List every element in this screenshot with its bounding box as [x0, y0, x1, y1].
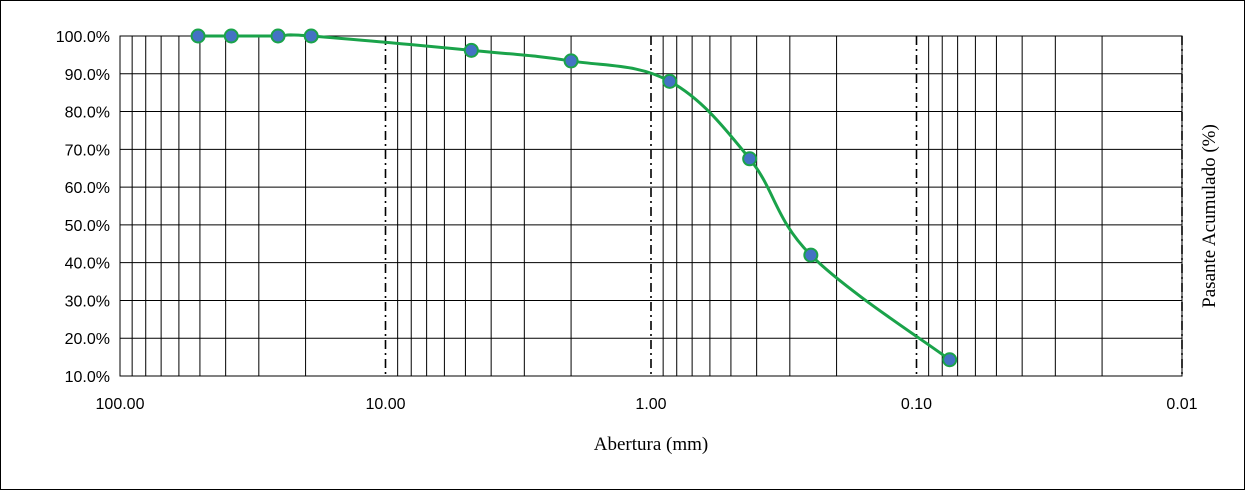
tick-labels: 10.0% 20.0% 30.0% 40.0% 50.0% 60.0% 70.0% 80.0%…: [56, 29, 1198, 413]
x-tick-label: 100.00: [96, 396, 145, 413]
data-point: [563, 53, 579, 69]
y-tick-label: 20.0%: [65, 331, 110, 348]
data-point: [223, 28, 239, 44]
data-point: [803, 247, 819, 263]
series-layer: [190, 28, 958, 368]
x-tick-label: 10.00: [365, 396, 405, 413]
data-point: [662, 73, 678, 89]
y-tick-label: 60.0%: [65, 180, 110, 197]
y-tick-label: 30.0%: [65, 293, 110, 310]
y-axis-title: Pasante Acumulado (%): [1199, 124, 1220, 308]
data-point: [190, 28, 206, 44]
y-tick-label: 50.0%: [65, 218, 110, 235]
y-tick-label: 80.0%: [65, 105, 110, 122]
data-point: [463, 42, 479, 58]
y-tick-label: 10.0%: [65, 369, 110, 386]
data-point: [942, 352, 958, 368]
y-tick-label: 70.0%: [65, 142, 110, 159]
x-tick-label: 0.10: [901, 396, 932, 413]
data-point: [270, 28, 286, 44]
x-tick-label: 0.01: [1166, 396, 1197, 413]
x-tick-label: 1.00: [635, 396, 666, 413]
data-point: [742, 151, 758, 167]
data-point: [303, 28, 319, 44]
y-tick-label: 100.0%: [56, 29, 110, 46]
x-axis-title: Abertura (mm): [594, 434, 708, 455]
plot-frame: [119, 35, 1183, 377]
y-tick-label: 90.0%: [65, 67, 110, 84]
y-tick-label: 40.0%: [65, 256, 110, 273]
